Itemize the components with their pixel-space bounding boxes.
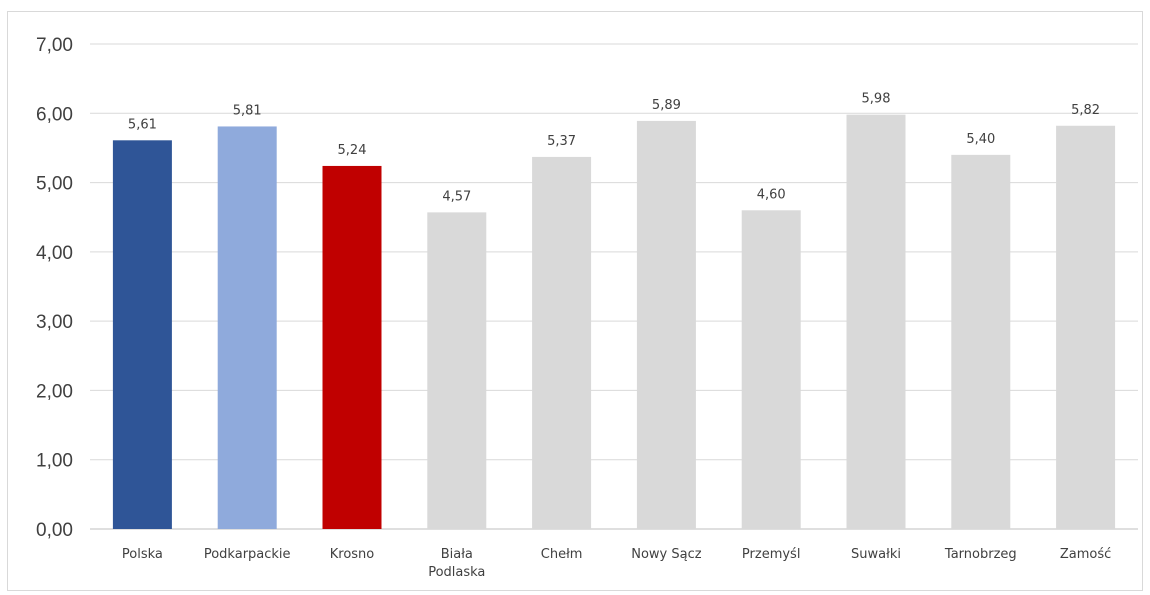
x-tick-label: Polska: [122, 547, 163, 562]
x-tick-label: Zamość: [1060, 547, 1111, 562]
data-label: 4,60: [757, 187, 786, 202]
x-tick-label: Biała: [441, 547, 473, 562]
bar: [636, 120, 696, 530]
y-tick-label: 3,00: [36, 312, 73, 333]
y-tick-label: 6,00: [36, 104, 73, 125]
x-tick-label: Chełm: [541, 547, 583, 562]
chart-frame: [7, 11, 1143, 591]
x-tick-label: Tarnobrzeg: [944, 547, 1017, 562]
y-tick-label: 0,00: [36, 520, 73, 541]
bar: [1056, 125, 1116, 529]
data-label: 5,61: [128, 117, 157, 132]
data-label: 5,89: [652, 98, 681, 113]
x-tick-label: Przemyśl: [742, 547, 801, 562]
y-tick-label: 4,00: [36, 243, 73, 264]
data-label: 4,57: [442, 189, 471, 204]
bars: [112, 114, 1116, 530]
bar: [951, 154, 1011, 529]
x-tick-label: Nowy Sącz: [631, 547, 702, 562]
bar: [112, 140, 172, 530]
y-axis-ticks: 0,00 1,00 2,00 3,00 4,00 5,00 6,00 7,00: [36, 35, 73, 541]
data-label: 5,40: [966, 132, 995, 147]
bar: [322, 165, 382, 529]
bar: [532, 156, 592, 529]
data-label: 5,81: [233, 103, 262, 118]
bar: [427, 212, 487, 529]
bar: [846, 114, 906, 530]
y-tick-label: 7,00: [36, 35, 73, 56]
data-label: 5,37: [547, 134, 576, 149]
x-tick-label: Krosno: [330, 547, 375, 562]
y-tick-label: 5,00: [36, 174, 73, 195]
x-tick-label: Suwałki: [851, 547, 901, 562]
y-tick-label: 1,00: [36, 451, 73, 472]
data-label: 5,82: [1071, 103, 1100, 118]
y-tick-label: 2,00: [36, 381, 73, 402]
x-tick-label: Podlaska: [428, 565, 485, 580]
data-label: 5,24: [338, 143, 367, 158]
bar: [741, 210, 801, 530]
data-labels: 5,61 5,81 5,24 4,57 5,37 5,89 4,60 5,98 5,40 5,82: [128, 92, 1100, 205]
x-tick-label: Podkarpackie: [204, 547, 291, 562]
x-axis-ticks: Polska Podkarpackie Krosno Biała Podlaska Che…: [122, 547, 1111, 580]
data-label: 5,98: [862, 92, 891, 107]
bar: [217, 126, 277, 529]
